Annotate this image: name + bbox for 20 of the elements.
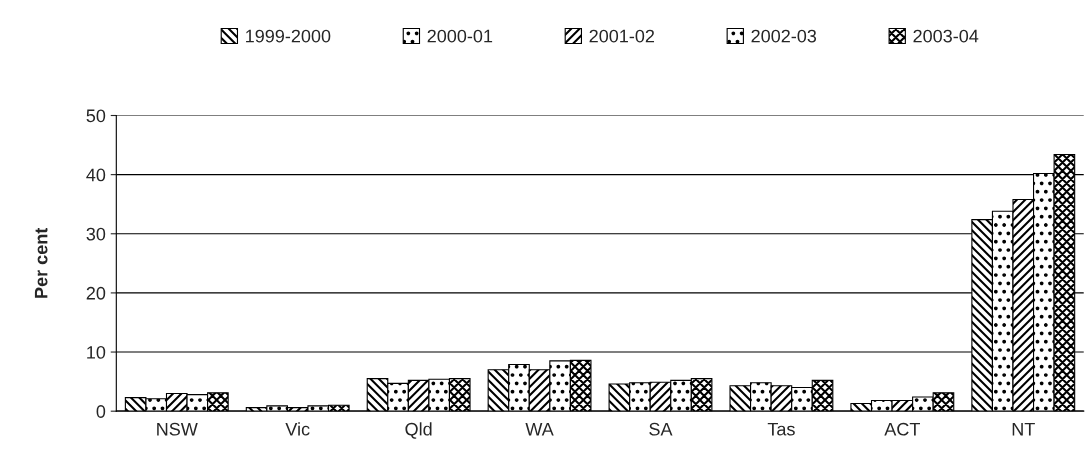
y-tick-label: 30 <box>86 227 106 241</box>
legend-label: 1999-2000 <box>246 29 331 43</box>
x-tick-label: Tas <box>767 422 795 436</box>
x-tick-label: NSW <box>157 422 198 436</box>
y-tick-label: 0 <box>96 405 106 418</box>
y-tick-label: 40 <box>86 168 106 182</box>
x-tick-label: NT <box>1012 422 1035 436</box>
y-tick-label: 50 <box>86 109 106 123</box>
y-tick-label: 20 <box>86 286 106 300</box>
x-tick-label: ACT <box>884 422 920 436</box>
legend-label: 2001-02 <box>589 29 655 43</box>
x-tick-label: Qld <box>405 422 432 439</box>
x-tick-label: Vic <box>285 422 310 436</box>
legend-label: 2000-01 <box>427 29 493 43</box>
y-tick-label: 10 <box>87 345 106 359</box>
x-tick-label: SA <box>649 422 673 436</box>
legend-label: 2003-04 <box>913 29 979 43</box>
legend-label: 2002-03 <box>751 29 817 43</box>
y-axis-title: Per cent <box>34 227 48 298</box>
x-tick-label: WA <box>525 422 554 436</box>
